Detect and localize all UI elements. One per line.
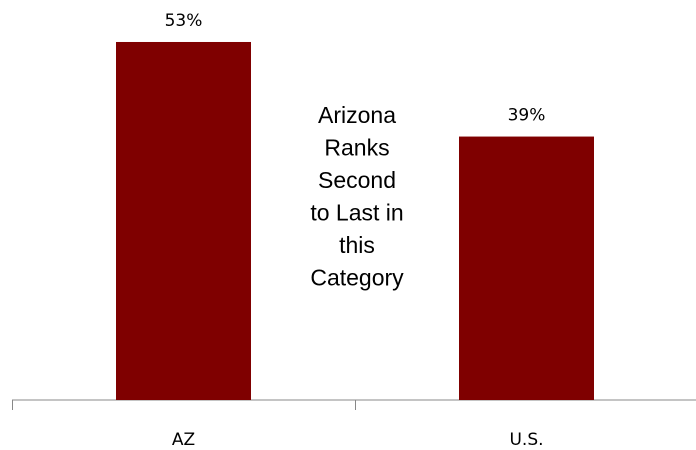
annotation: Category bbox=[310, 265, 404, 291]
annotation: Ranks bbox=[324, 135, 389, 161]
data-label: 53% bbox=[165, 11, 203, 31]
annotation: Arizona bbox=[318, 102, 396, 128]
data-label: 39% bbox=[508, 106, 546, 126]
annotation: Second bbox=[318, 167, 396, 193]
x-tick-label: AZ bbox=[172, 430, 195, 450]
annotation: to Last in bbox=[310, 200, 403, 226]
annotation: this bbox=[339, 232, 375, 258]
bar bbox=[459, 136, 594, 400]
bar bbox=[116, 41, 251, 401]
x-tick-label: U.S. bbox=[509, 430, 543, 450]
